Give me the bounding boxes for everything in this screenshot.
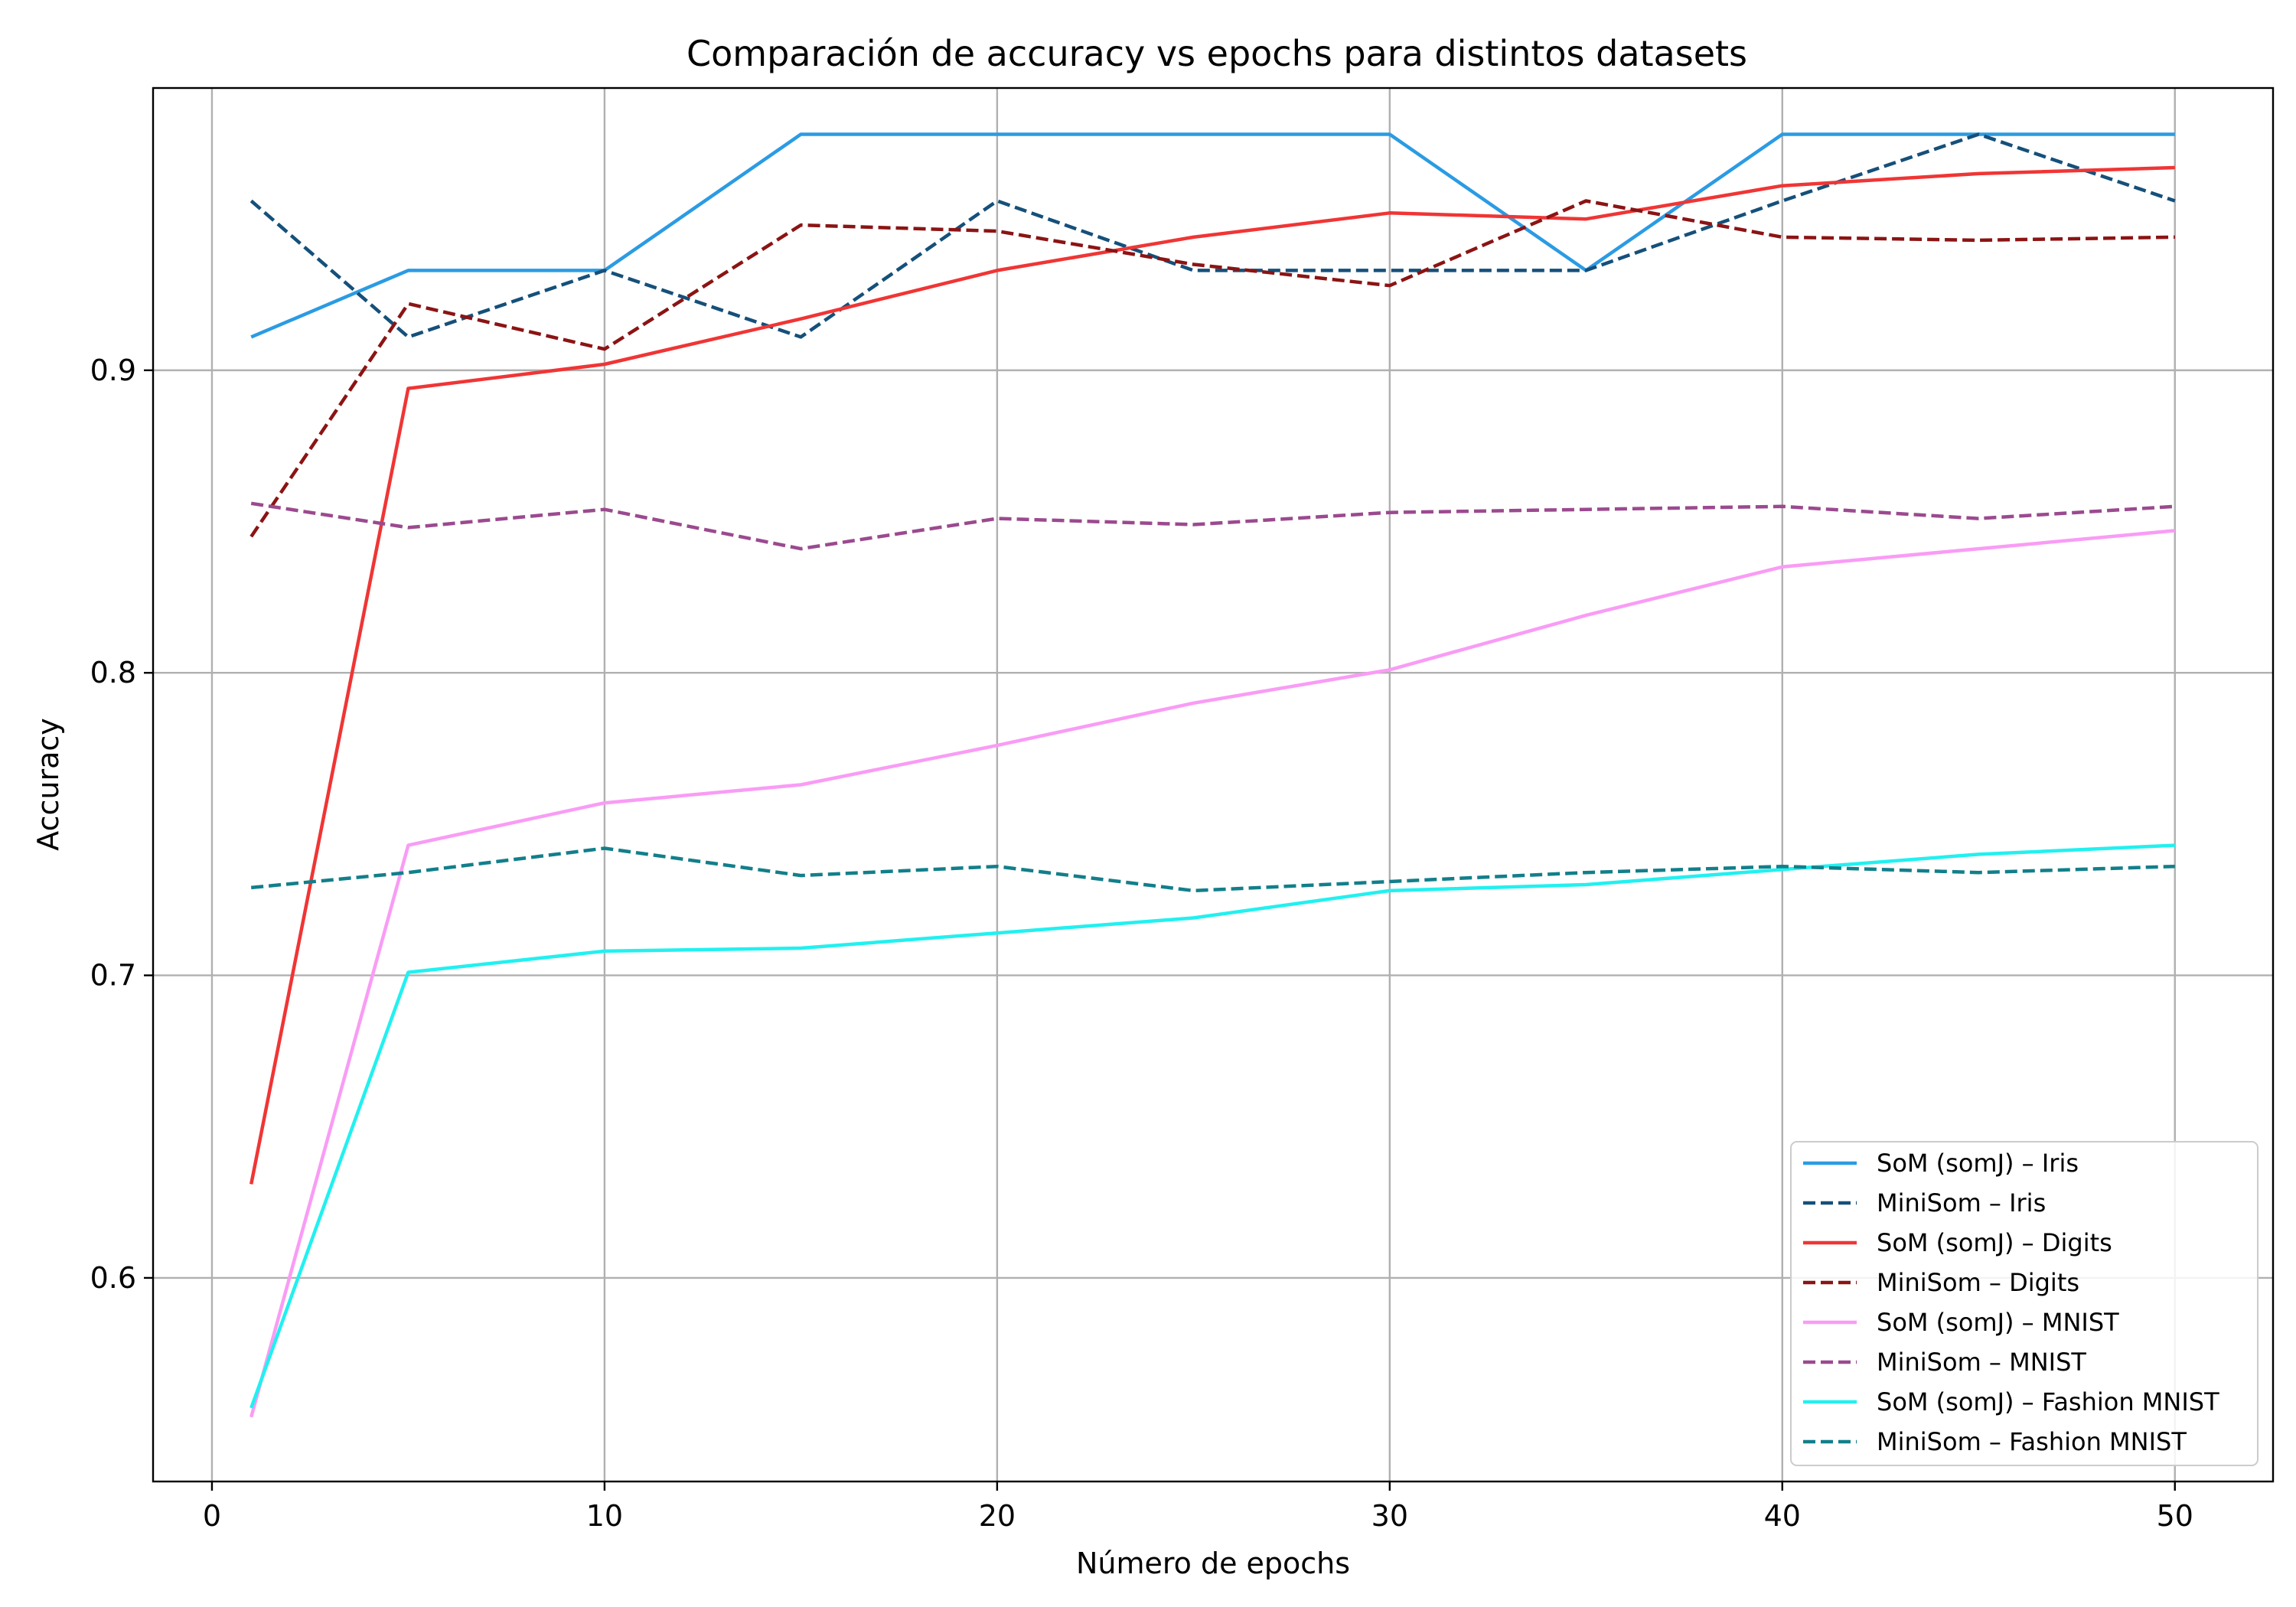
- x-axis-label: Número de epochs: [1076, 1547, 1350, 1580]
- y-tick-label: 0.9: [90, 354, 136, 387]
- series-lines: [249, 132, 2176, 1418]
- series-line-1: [249, 132, 2176, 339]
- legend-label: MiniSom – Digits: [1877, 1268, 2079, 1297]
- x-tick-label: 30: [1371, 1499, 1408, 1533]
- legend-box: [1790, 1141, 2258, 1466]
- x-tick-label: 50: [2157, 1499, 2193, 1533]
- x-tick-label: 10: [586, 1499, 623, 1533]
- x-tick-label: 20: [979, 1499, 1016, 1533]
- series-line-7: [250, 846, 2175, 893]
- y-tick-label: 0.8: [90, 656, 136, 689]
- axes: [152, 86, 2275, 1483]
- chart-title: Comparación de accuracy vs epochs para d…: [687, 33, 1747, 74]
- x-tick-label: 0: [203, 1499, 221, 1533]
- plot-frame: [152, 86, 2275, 1483]
- legend-label: SoM (somJ) – Iris: [1877, 1149, 2079, 1178]
- y-tick-label: 0.6: [90, 1261, 136, 1295]
- y-tick-label: 0.7: [90, 959, 136, 993]
- series-line-3: [249, 199, 2175, 538]
- series-line-4: [249, 529, 2176, 1418]
- legend-label: SoM (somJ) – Fashion MNIST: [1877, 1387, 2219, 1416]
- legend-label: MiniSom – Fashion MNIST: [1877, 1427, 2187, 1456]
- legend-label: MiniSom – Iris: [1877, 1188, 2046, 1217]
- series-line-0: [250, 132, 2175, 339]
- legend: SoM (somJ) – Iris MiniSom – Iris SoM (somJ…: [1790, 1141, 2258, 1466]
- series-line-5: [250, 501, 2175, 551]
- series-line-6: [249, 843, 2175, 1409]
- legend-label: SoM (somJ) – MNIST: [1877, 1308, 2119, 1337]
- legend-label: MiniSom – MNIST: [1877, 1348, 2086, 1377]
- x-tick-label: 40: [1764, 1499, 1801, 1533]
- y-axis-label: Accuracy: [31, 718, 65, 851]
- axis-ticks: 0 10 20 30 40 50 0.6 0.7 0.8 0.9: [90, 354, 2193, 1533]
- legend-label: SoM (somJ) – Digits: [1877, 1228, 2112, 1257]
- series-line-2: [249, 165, 2175, 1185]
